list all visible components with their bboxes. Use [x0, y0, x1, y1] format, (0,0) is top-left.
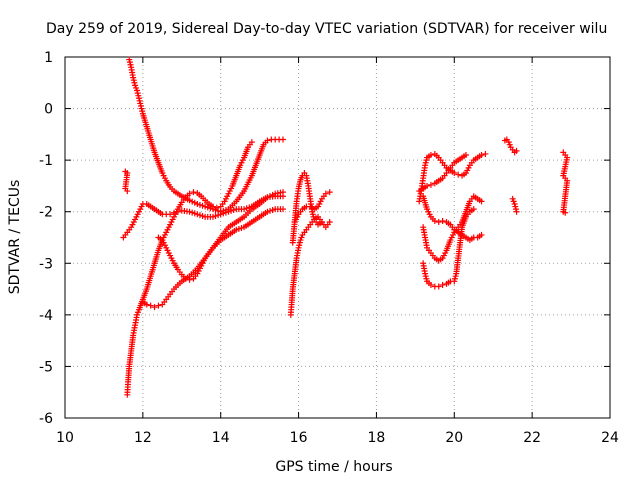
data-point — [513, 208, 520, 215]
data-point — [174, 208, 181, 215]
data-point — [451, 170, 458, 177]
y-tick-label: -1 — [39, 153, 53, 169]
data-point — [264, 137, 271, 144]
data-point — [462, 151, 469, 158]
series-arc-m — [416, 151, 469, 195]
data-point — [318, 219, 325, 226]
data-point — [427, 181, 434, 188]
data-point — [470, 206, 477, 213]
data-point — [482, 150, 489, 157]
series-arc-n — [420, 193, 485, 244]
data-point — [455, 171, 462, 178]
y-tick-label: 1 — [44, 50, 53, 66]
data-point — [424, 182, 431, 189]
data-point — [478, 198, 485, 205]
y-tick-label: -5 — [39, 359, 53, 375]
series-arc-f — [155, 189, 286, 283]
series-arc-a — [122, 168, 131, 195]
y-tick-label: -3 — [39, 256, 53, 272]
data-point — [431, 217, 438, 224]
data-point — [186, 276, 193, 283]
data-point — [513, 147, 520, 154]
data-point — [439, 281, 446, 288]
data-point — [155, 302, 162, 309]
y-tick-label: -6 — [39, 411, 53, 427]
x-tick-label: 24 — [601, 430, 619, 446]
data-point — [171, 209, 177, 216]
x-tick-label: 10 — [56, 430, 74, 446]
series-arc-p — [560, 149, 571, 216]
data-point — [562, 209, 569, 216]
series-arc-o — [501, 136, 520, 215]
data-point — [124, 188, 131, 195]
grid — [65, 57, 610, 418]
series-arc-k — [420, 193, 485, 264]
data-point — [439, 217, 446, 224]
data-point — [143, 301, 150, 308]
x-tick-label: 16 — [290, 430, 308, 446]
data-point — [280, 206, 286, 213]
x-tick-label: 22 — [523, 430, 541, 446]
data-point — [151, 304, 158, 311]
data-point — [182, 275, 189, 282]
data-points — [120, 56, 571, 398]
chart-title: Day 259 of 2019, Sidereal Day-to-day VTE… — [46, 21, 607, 37]
series-arc-b — [124, 139, 255, 398]
y-tick-label: -4 — [39, 308, 53, 324]
data-point — [427, 281, 434, 288]
data-point — [280, 189, 286, 196]
data-point — [322, 190, 329, 197]
data-point — [435, 283, 442, 290]
data-point — [326, 189, 333, 196]
y-tick-label: 0 — [44, 102, 53, 118]
x-tick-label: 14 — [212, 430, 230, 446]
data-point — [167, 211, 174, 218]
x-axis-label: GPS time / hours — [275, 459, 392, 475]
y-tick-label: -2 — [39, 205, 53, 221]
data-point — [190, 189, 197, 196]
x-tick-label: 18 — [368, 430, 386, 446]
x-tick-label: 20 — [445, 430, 463, 446]
data-point — [248, 139, 255, 146]
series-arc-c — [126, 56, 286, 215]
data-point — [478, 231, 485, 238]
data-point — [326, 219, 333, 226]
data-point — [280, 136, 286, 143]
data-point — [427, 151, 434, 158]
y-axis-label: SDTVAR / TECUs — [7, 180, 23, 295]
x-tick-label: 12 — [134, 430, 152, 446]
data-point — [186, 190, 193, 197]
series-arc-i — [291, 189, 333, 226]
series-arc-e — [139, 206, 286, 311]
data-point — [435, 219, 442, 226]
plot-frame — [64, 56, 611, 419]
data-point — [147, 302, 154, 309]
data-point — [478, 151, 485, 158]
